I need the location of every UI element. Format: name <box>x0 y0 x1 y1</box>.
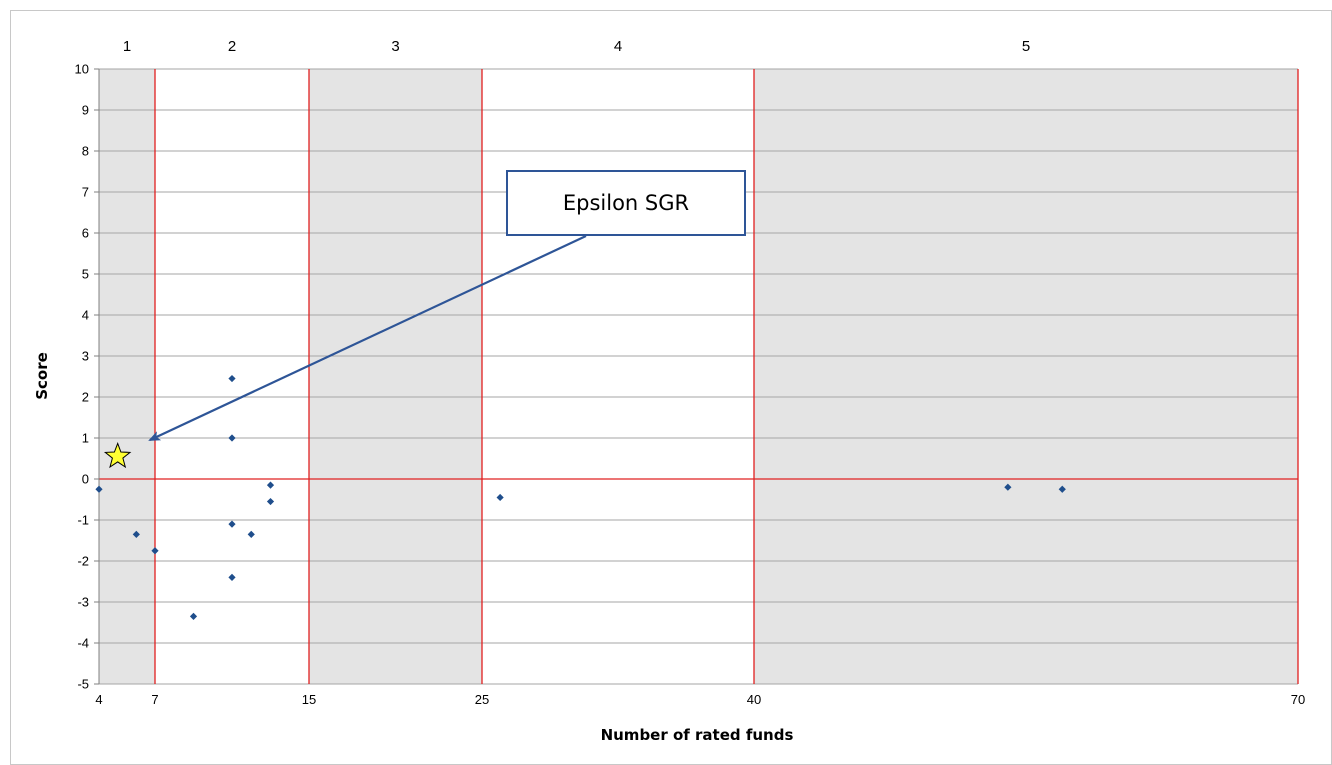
class-band-label: 1 <box>123 38 131 55</box>
y-tick-label: 1 <box>82 431 89 446</box>
callout-box <box>506 170 746 236</box>
x-axis-title: Number of rated funds <box>601 726 794 744</box>
data-point <box>266 481 275 489</box>
data-point <box>151 547 159 555</box>
x-tick-label: 4 <box>95 692 102 707</box>
y-tick-label: -3 <box>77 595 89 610</box>
y-tick-label: 0 <box>82 472 89 487</box>
y-tick-label: 6 <box>82 226 89 241</box>
x-tick-label: 15 <box>302 692 316 707</box>
data-point <box>496 493 504 502</box>
y-tick-label: -2 <box>77 554 89 569</box>
y-tick-label: 2 <box>82 390 89 405</box>
data-point <box>228 434 236 442</box>
class-band-3 <box>309 69 482 684</box>
x-tick-label: 40 <box>747 692 761 707</box>
y-tick-label: 4 <box>82 308 89 323</box>
y-tick-label: -1 <box>77 513 89 528</box>
data-point <box>228 374 236 383</box>
class-band-4 <box>482 69 754 684</box>
class-band-5 <box>754 69 1298 684</box>
x-tick-label: 70 <box>1291 692 1305 707</box>
data-point <box>1004 483 1012 491</box>
data-point <box>1058 485 1066 493</box>
y-tick-label: 5 <box>82 267 89 282</box>
data-point <box>132 530 140 538</box>
data-point <box>95 485 103 493</box>
data-point <box>189 612 198 620</box>
y-tick-label: -5 <box>77 677 89 692</box>
class-band-1 <box>99 69 155 684</box>
class-band-label: 3 <box>391 38 399 55</box>
data-point <box>228 520 236 528</box>
data-point <box>247 530 255 538</box>
y-tick-label: 8 <box>82 144 89 159</box>
class-band-label: 4 <box>614 38 622 55</box>
x-tick-label: 7 <box>151 692 158 707</box>
highlight-star-marker <box>103 441 132 469</box>
y-axis-title: Score <box>33 352 51 400</box>
data-point <box>228 573 236 581</box>
callout-arrow <box>148 235 587 441</box>
data-point <box>266 497 275 506</box>
y-tick-label: 9 <box>82 103 89 118</box>
y-tick-label: -4 <box>77 636 89 651</box>
y-tick-label: 3 <box>82 349 89 364</box>
class-band-label: 5 <box>1022 38 1030 55</box>
class-band-label: 2 <box>228 38 236 55</box>
x-tick-label: 25 <box>475 692 489 707</box>
y-tick-label: 7 <box>82 185 89 200</box>
chart-frame: 1 2 3 4 5 10 9 8 7 6 5 4 3 2 1 0 -1 -2 -3 -4 -5 4 7 15 25 40 70 Num… <box>10 10 1332 765</box>
y-tick-label: 10 <box>75 62 89 77</box>
callout-label: Epsilon SGR <box>563 191 689 215</box>
